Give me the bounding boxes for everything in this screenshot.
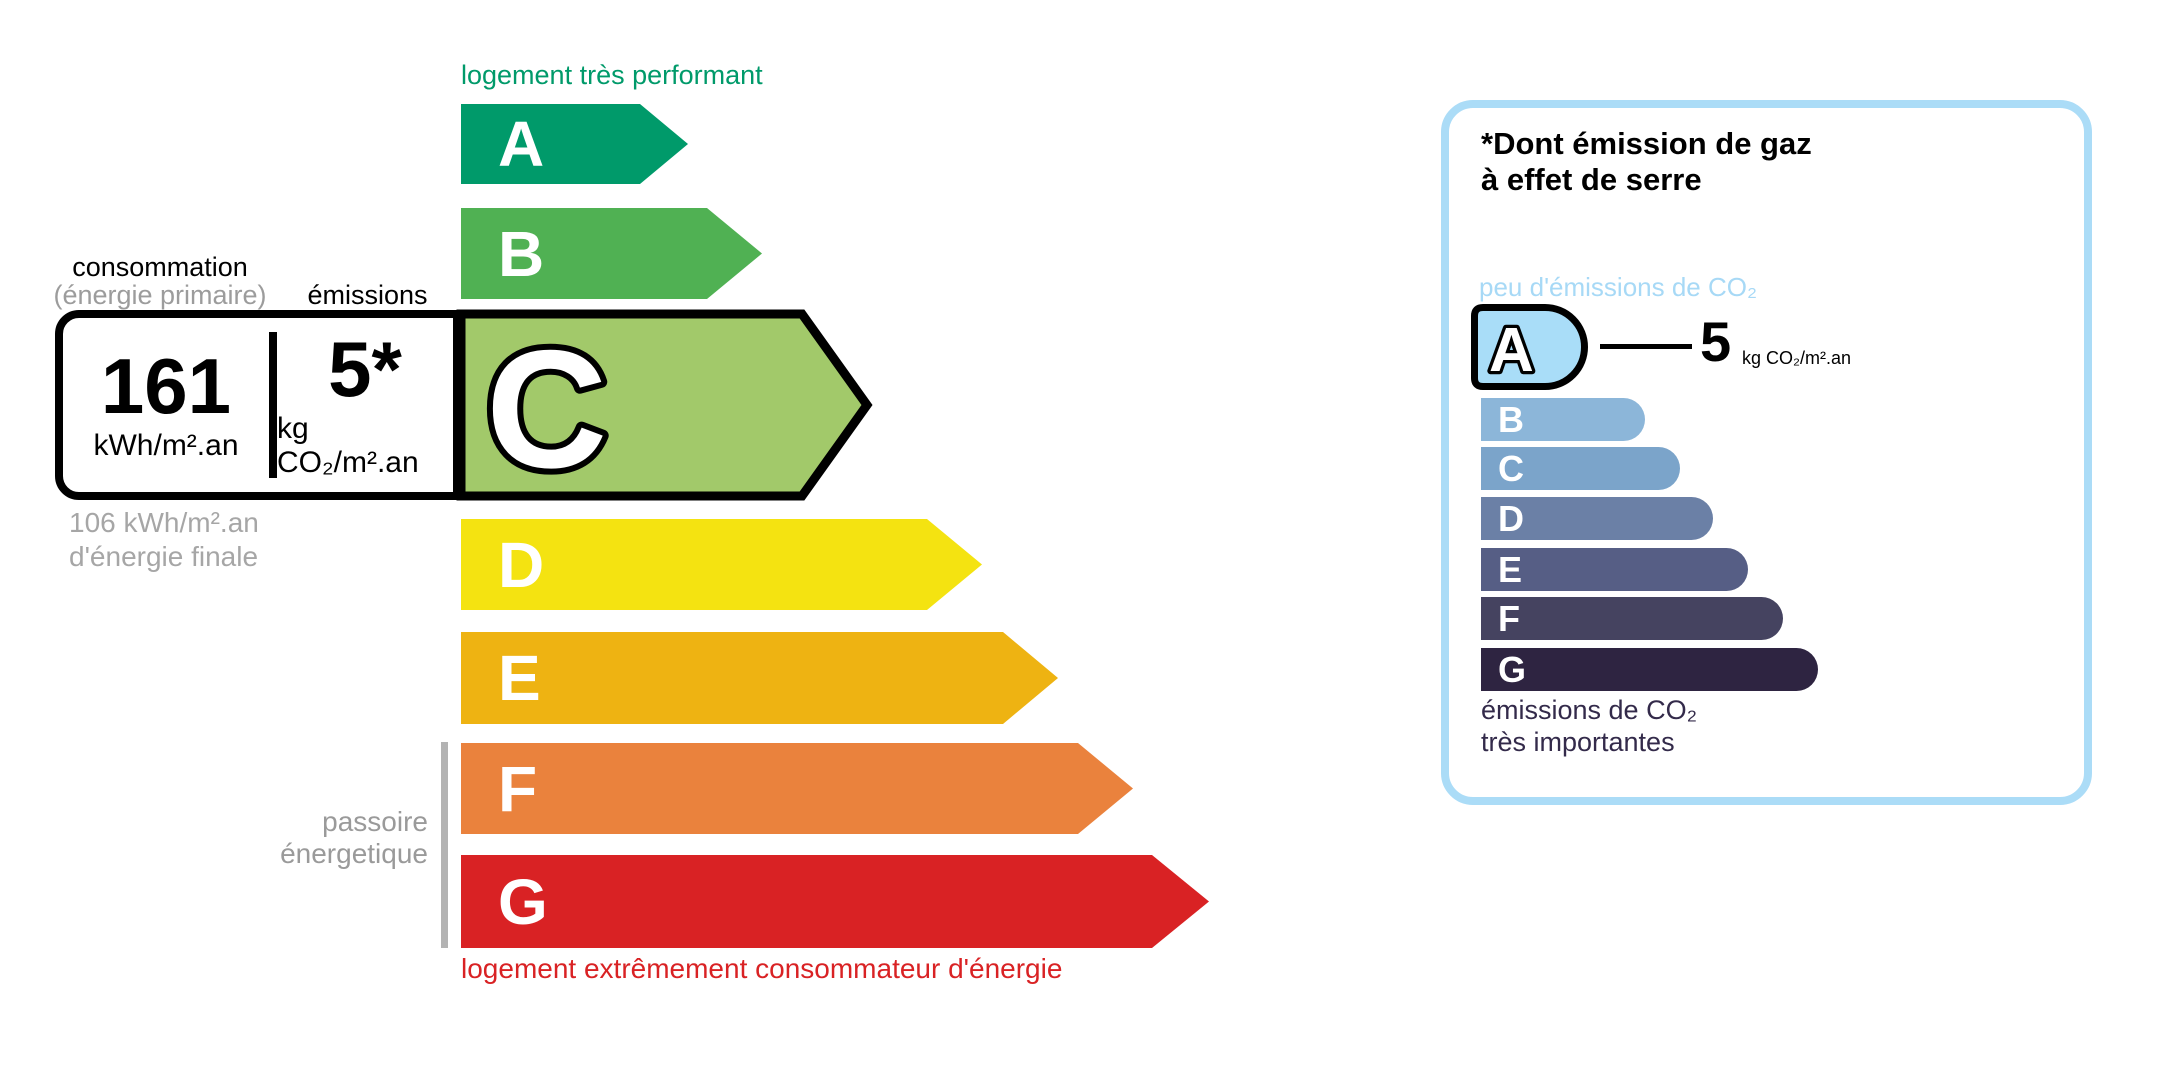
co2-grade-letter-e: E <box>1498 548 1523 590</box>
final-energy-line2: d'énergie finale <box>69 541 259 573</box>
final-energy-line1: 106 kWh/m².an <box>69 507 259 538</box>
co2-scale-row-f: F <box>1481 597 1783 640</box>
current-co2-grade-shape <box>1471 304 1588 390</box>
energy-scale-row-f: F <box>461 743 1133 834</box>
current-co2-grade-badge: A <box>1471 304 1588 390</box>
co2-scale-row-d: D <box>1481 497 1713 540</box>
energy-grade-letter-d: D <box>498 528 545 601</box>
energy-grade-letter-e: E <box>498 642 541 714</box>
final-energy-note: 106 kWh/m².an d'énergie finale <box>69 506 259 574</box>
top-performance-label: logement très performant <box>461 60 763 90</box>
co2-grade-letter-f: F <box>1498 597 1520 639</box>
current-energy-grade-arrow: C <box>456 309 873 509</box>
passoire-label: passoire énergetique <box>200 806 428 871</box>
co2-value-unit: kg CO₂/m².an <box>1742 348 1852 368</box>
co2-value-connector-line <box>1600 344 1692 349</box>
passoire-label-line1: passoire <box>322 806 428 837</box>
passoire-label-line2: énergetique <box>280 838 428 870</box>
co2-grade-letter-b: B <box>1498 398 1524 440</box>
energy-scale-row-b: B <box>461 208 762 299</box>
co2-grade-letter-g: G <box>1498 648 1527 690</box>
energy-grade-letter-a: A <box>498 108 545 180</box>
co2-panel-title-line2: à effet de serre <box>1481 162 1702 197</box>
energy-grade-letter-b: B <box>498 217 545 290</box>
co2-panel: *Dont émission de gaz à effet de serre p… <box>1441 100 2092 805</box>
energy-scale-row-d: D <box>461 519 982 610</box>
co2-scale-row-g: G <box>1481 648 1818 691</box>
co2-scale-row-e: E <box>1481 548 1748 591</box>
emissions-cell: 5* kg CO₂/m².an <box>277 318 453 492</box>
current-energy-grade-shape <box>456 309 873 501</box>
energy-grade-letter-c: C <box>486 315 607 503</box>
co2-panel-title-line1: *Dont émission de gaz <box>1481 126 1812 161</box>
value-box-divider <box>269 332 277 478</box>
high-co2-label-line2: très importantes <box>1481 727 1675 758</box>
energy-scale-row-a: A <box>461 104 688 184</box>
co2-grade-letter-a: A <box>1489 316 1534 385</box>
emissions-header: émissions <box>307 280 428 310</box>
energy-grade-letter-g: G <box>498 865 548 938</box>
co2-scale-row-b: B <box>1481 398 1645 441</box>
bottom-consumption-label: logement extrêmement consommateur d'éner… <box>461 953 1063 984</box>
emissions-unit: kg CO₂/m².an <box>277 412 419 479</box>
low-co2-label: peu d'émissions de CO₂ <box>1479 272 1758 302</box>
co2-panel-title: *Dont émission de gaz à effet de serre <box>1481 126 1812 198</box>
primary-energy-subheader: (énergie primaire) <box>53 280 267 310</box>
energy-scale-row-g: G <box>461 855 1209 948</box>
co2-grade-letter-c: C <box>1498 447 1524 489</box>
co2-scale-row-c: C <box>1481 447 1680 490</box>
consumption-unit: kWh/m².an <box>93 429 239 462</box>
energy-values-box: 161 kWh/m².an 5* kg CO₂/m².an <box>55 310 461 500</box>
consumption-header: consommation <box>72 252 248 282</box>
co2-grade-letter-d: D <box>1498 497 1524 539</box>
energy-scale-row-e: E <box>461 632 1058 724</box>
passoire-range-bar <box>441 742 448 948</box>
high-co2-label: émissions de CO₂ très importantes <box>1481 694 1697 759</box>
consumption-value: 161 <box>100 342 232 430</box>
energy-grade-letter-f: F <box>498 752 538 825</box>
emissions-value: 5* <box>328 325 402 413</box>
consumption-cell: 161 kWh/m².an <box>63 318 269 492</box>
high-co2-label-line1: émissions de CO₂ <box>1481 695 1698 725</box>
co2-value: 5 <box>1700 310 1732 373</box>
